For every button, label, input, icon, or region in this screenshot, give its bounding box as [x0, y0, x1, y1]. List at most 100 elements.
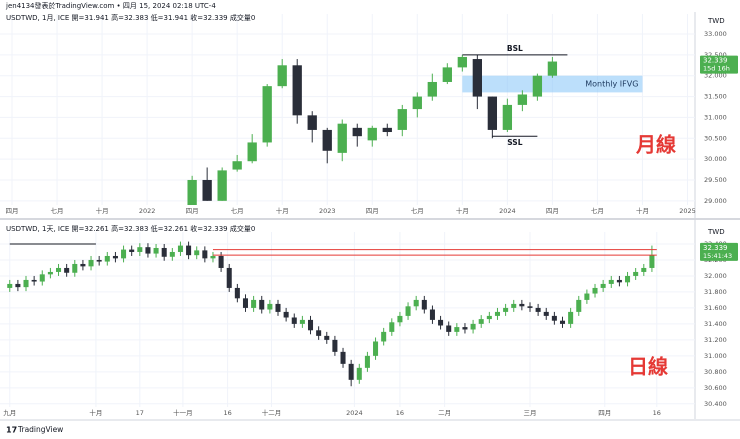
y-tick-label: 33.000: [704, 30, 727, 38]
y-tick-label: 29.500: [704, 176, 727, 184]
candle-body: [356, 367, 362, 380]
candle-body: [511, 303, 517, 308]
candle-body: [15, 283, 21, 288]
candle-body: [373, 341, 379, 356]
y-tick-label: 31.600: [704, 304, 727, 312]
last-price-box: [700, 242, 738, 261]
candle-body: [547, 61, 558, 76]
candle-body: [161, 247, 167, 257]
x-tick-label: 十月: [89, 408, 102, 417]
candle-body: [519, 303, 525, 307]
candle-body: [641, 267, 647, 272]
x-tick-label: 七月: [231, 206, 244, 215]
candle-body: [291, 317, 297, 324]
y-tick-label: 30.600: [704, 384, 727, 392]
candle-body: [421, 299, 427, 310]
candle-body: [7, 283, 13, 288]
x-tick-label: 七月: [591, 206, 604, 215]
candle-body: [299, 319, 305, 324]
y-tick-label: 30.400: [704, 400, 727, 408]
candle-body: [64, 267, 70, 273]
candle-body: [307, 115, 317, 130]
x-tick-label: 七月: [411, 206, 424, 215]
candle-body: [234, 287, 240, 299]
level-label: BSL: [507, 44, 523, 53]
candle-body: [551, 315, 557, 321]
candle-body: [88, 259, 94, 267]
candle-body: [202, 250, 208, 259]
x-tick-label: 17: [136, 409, 144, 417]
candle-body: [307, 319, 314, 331]
x-tick-label: 四月: [366, 207, 379, 215]
x-tick-label: 16: [653, 409, 661, 417]
candle-body: [187, 179, 197, 205]
x-tick-label: 十二月: [262, 408, 282, 417]
candle-body: [275, 303, 281, 312]
footer-brand: TradingView: [17, 425, 63, 434]
y-tick-label: 30.800: [704, 368, 727, 376]
candle-body: [23, 279, 29, 288]
x-tick-label: 四月: [6, 207, 19, 215]
y-tick-label: 31.400: [704, 320, 727, 328]
plot-area: [0, 232, 695, 407]
footer-logo: 17: [6, 426, 17, 435]
candle-body: [381, 331, 387, 342]
x-tick-label: 十月: [456, 206, 469, 215]
candle-body: [625, 275, 631, 283]
candle-body: [405, 306, 411, 316]
candle-body: [389, 322, 395, 332]
last-price-box: [700, 55, 738, 74]
x-tick-label: 16: [223, 409, 231, 417]
candle-body: [129, 249, 135, 252]
candle-body: [72, 263, 78, 273]
last-price-label: 32.339: [703, 244, 728, 252]
candle-body: [592, 287, 598, 294]
y-tick-label: 32.000: [704, 272, 727, 280]
candle-body: [633, 271, 639, 276]
candle-body: [218, 255, 224, 268]
candle-body: [292, 65, 302, 116]
candle-body: [322, 129, 332, 151]
candle-body: [121, 249, 127, 259]
candle-body: [232, 161, 242, 170]
candle-body: [202, 179, 212, 201]
candle-body: [472, 59, 482, 97]
last-price-label: 32.339: [703, 57, 728, 65]
y-tick-label: 31.500: [704, 93, 727, 101]
candle-body: [283, 311, 289, 318]
candle-body: [397, 315, 403, 323]
candle-body: [31, 279, 37, 282]
candle-body: [242, 298, 249, 308]
candle-body: [478, 319, 484, 324]
candle-body: [543, 311, 549, 316]
y-tick-label: 31.800: [704, 288, 727, 296]
plot-area: [0, 14, 695, 205]
candle-body: [559, 320, 566, 324]
candle-body: [503, 307, 509, 312]
candle-body: [39, 274, 45, 282]
x-tick-label: 2023: [319, 207, 336, 215]
candle-body: [337, 123, 347, 153]
candle-body: [649, 255, 655, 268]
candle-body: [137, 247, 143, 252]
candle-body: [438, 319, 444, 326]
candle-body: [348, 363, 354, 380]
chart-legend: USDTWD, 1天, ICE 開=32.261 高=32.383 低=32.2…: [6, 224, 255, 233]
currency-label: TWD: [707, 17, 725, 25]
candle-body: [584, 293, 590, 300]
x-tick-label: 四月: [546, 207, 559, 215]
candle-body: [427, 81, 437, 97]
candle-body: [457, 56, 467, 68]
candle-body: [454, 327, 460, 332]
candle-body: [186, 245, 192, 256]
candle-body: [104, 255, 110, 262]
candle-body: [47, 271, 53, 275]
candle-body: [517, 94, 528, 105]
y-tick-label: 29.000: [704, 197, 727, 205]
candle-body: [332, 339, 338, 352]
candle-body: [470, 323, 476, 330]
candle-body: [487, 96, 498, 130]
y-tick-label: 30.500: [704, 134, 727, 142]
candle-body: [316, 330, 322, 336]
x-tick-label: 2024: [346, 409, 363, 417]
